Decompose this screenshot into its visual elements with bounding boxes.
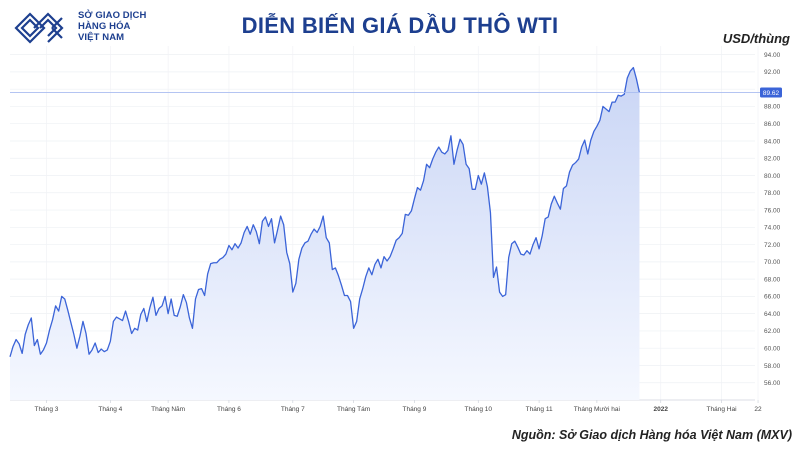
wti-price-line	[9, 66, 641, 358]
y-tick-label: 82.00	[764, 156, 781, 163]
x-tick-label: Tháng 3	[35, 406, 59, 413]
y-tick-label: 56.00	[764, 380, 781, 387]
x-tick-label: Tháng 4	[98, 406, 122, 413]
source-note: Nguồn: Sở Giao dịch Hàng hóa Việt Nam (M…	[511, 428, 792, 442]
y-tick-label: 94.00	[764, 52, 781, 59]
x-axis: Tháng 3 Tháng 4 Tháng Năm Tháng 6 Tháng 7 Thá…	[35, 400, 762, 413]
series-line	[9, 66, 641, 358]
chart-title: DIỄN BIẾN GIÁ DẦU THÔ WTI	[241, 13, 559, 38]
logo-line-1: SỞ GIAO DỊCH	[78, 10, 147, 21]
x-tick-label: Tháng 9	[402, 406, 426, 413]
x-tick-label: 2022	[654, 406, 669, 413]
x-tick-label: 22	[754, 406, 762, 413]
x-tick-label: Tháng 7	[281, 406, 305, 413]
mxv-logo: SỞ GIAO DỊCH HÀNG HÓA VIỆT NAM	[12, 8, 162, 48]
logo-text: SỞ GIAO DỊCH HÀNG HÓA VIỆT NAM	[78, 10, 146, 43]
y-tick-label: 92.00	[764, 69, 781, 76]
y-tick-label: 60.00	[764, 345, 781, 352]
x-tick-label: Tháng Hai	[707, 406, 737, 413]
last-price-label: 89.62	[763, 90, 780, 97]
x-tick-label: Tháng Năm	[151, 406, 185, 413]
y-tick-label: 64.00	[764, 311, 781, 318]
y-tick-label: 78.00	[764, 190, 781, 197]
y-tick-label: 74.00	[764, 225, 781, 232]
logo-mark-icon	[14, 12, 64, 44]
y-axis: 56.00 58.00 60.00 62.00 64.00 66.00 68.00 70.00…	[764, 52, 781, 387]
logo-line-3: VIỆT NAM	[78, 32, 125, 43]
y-tick-label: 66.00	[764, 294, 781, 301]
logo-line-2: HÀNG HÓA	[78, 21, 131, 32]
y-tick-label: 86.00	[764, 121, 781, 128]
last-price-marker: 89.62	[10, 87, 782, 98]
y-tick-label: 88.00	[764, 104, 781, 111]
x-tick-label: Tháng Tám	[337, 406, 370, 413]
unit-label: USD/thùng	[722, 31, 790, 46]
x-tick-label: Tháng Mười hai	[574, 406, 620, 413]
y-tick-label: 68.00	[764, 276, 781, 283]
x-tick-label: Tháng 6	[217, 406, 241, 413]
y-tick-label: 62.00	[764, 328, 781, 335]
y-tick-label: 70.00	[764, 259, 781, 266]
y-tick-label: 76.00	[764, 207, 781, 214]
last-price-badge	[760, 87, 782, 98]
area-path	[10, 67, 640, 400]
x-tick-label: Tháng 10	[465, 406, 493, 413]
area-fill	[10, 67, 640, 400]
y-tick-label: 58.00	[764, 363, 781, 370]
y-tick-label: 72.00	[764, 242, 781, 249]
x-tick-label: Tháng 11	[526, 406, 553, 413]
y-tick-label: 80.00	[764, 173, 781, 180]
y-tick-label: 84.00	[764, 138, 781, 145]
